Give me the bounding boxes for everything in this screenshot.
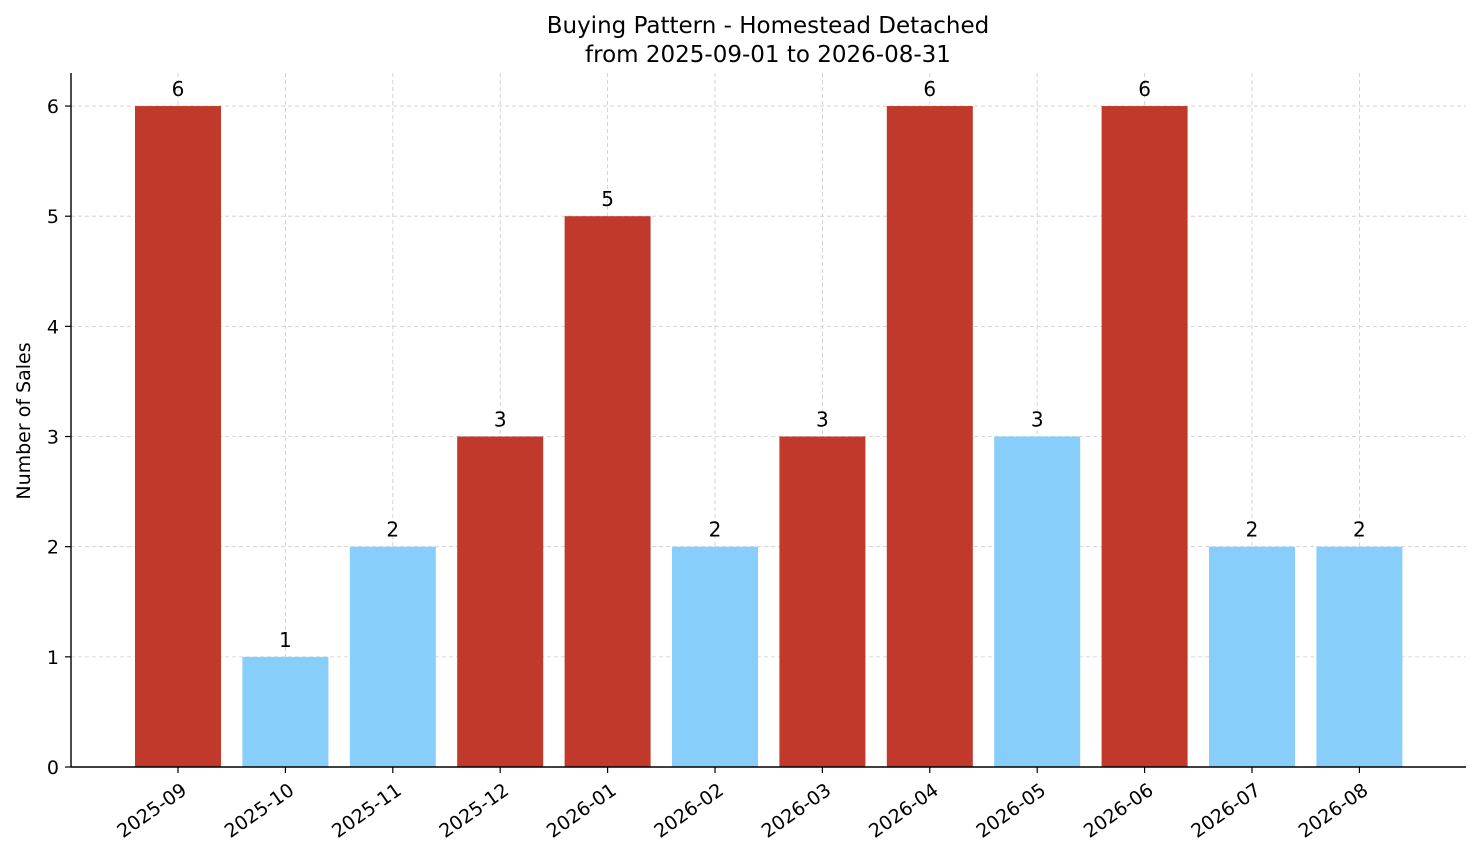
- x-tick-label: 2026-02: [650, 779, 728, 843]
- x-tick-label: 2025-10: [221, 779, 299, 843]
- x-tick-label: 2026-03: [758, 779, 836, 843]
- bar-2025-10: [242, 656, 329, 767]
- y-tick-label: 1: [47, 647, 59, 669]
- x-tick-label: 2026-07: [1187, 779, 1265, 843]
- y-axis-label: Number of Sales: [13, 342, 35, 499]
- chart-subtitle: from 2025-09-01 to 2026-08-31: [585, 42, 951, 68]
- x-tick-label: 2025-09: [113, 779, 191, 843]
- x-tick-label: 2026-04: [865, 779, 943, 843]
- data-label: 6: [1138, 77, 1151, 101]
- data-label: 3: [494, 408, 507, 432]
- bar-2026-03: [779, 436, 866, 767]
- y-tick-label: 0: [47, 757, 59, 779]
- x-tick-label: 2026-08: [1295, 779, 1373, 843]
- axes: [70, 73, 1466, 768]
- data-label: 3: [1031, 408, 1044, 432]
- data-label: 5: [601, 187, 614, 211]
- bar-2026-02: [672, 546, 758, 767]
- y-tick-label: 3: [47, 427, 59, 449]
- x-tick-label: 2026-06: [1080, 779, 1158, 843]
- data-label: 6: [923, 77, 936, 101]
- bar-2026-07: [1209, 546, 1295, 767]
- bar-2025-11: [349, 546, 436, 767]
- data-label: 3: [816, 408, 829, 432]
- y-tick-label: 5: [47, 206, 59, 228]
- y-tick-label: 2: [47, 537, 59, 559]
- bars: [135, 106, 1403, 768]
- data-label: 2: [709, 518, 722, 542]
- data-label: 2: [1246, 518, 1259, 542]
- x-tick-label: 2025-12: [435, 779, 513, 843]
- data-labels: 6 1 2 3 5 2 3 6 3 6 2 2: [172, 77, 1366, 652]
- data-label: 6: [172, 77, 185, 101]
- bar-2026-08: [1316, 546, 1403, 767]
- x-tick-label: 2026-01: [543, 779, 621, 843]
- chart-title: Buying Pattern - Homestead Detached: [547, 13, 990, 39]
- bar-2025-12: [457, 436, 544, 767]
- bar-2026-06: [1101, 106, 1188, 768]
- data-label: 2: [1353, 518, 1366, 542]
- bar-2026-05: [994, 436, 1081, 767]
- bar-2026-04: [886, 106, 973, 768]
- x-tick-label: 2025-11: [328, 779, 406, 843]
- y-tick-label: 6: [47, 96, 59, 118]
- x-tick-label: 2026-05: [972, 779, 1050, 843]
- data-label: 2: [386, 518, 399, 542]
- bar-2025-09: [135, 106, 221, 768]
- y-tick-label: 4: [47, 316, 59, 338]
- bar-2026-01: [564, 216, 651, 767]
- data-label: 1: [279, 628, 292, 652]
